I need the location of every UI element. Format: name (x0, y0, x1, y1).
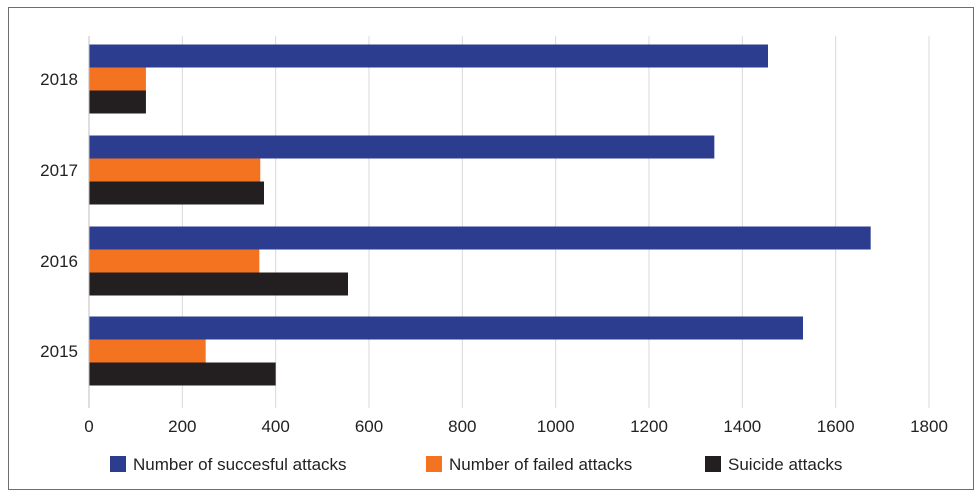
legend-label: Suicide attacks (728, 455, 842, 474)
legend-swatch (110, 456, 126, 472)
bar (89, 362, 276, 386)
x-tick-label: 1200 (630, 417, 668, 436)
bar (89, 90, 146, 114)
x-tick-label: 800 (448, 417, 476, 436)
legend-swatch (705, 456, 721, 472)
y-tick-label: 2016 (40, 252, 78, 271)
axes: 0 200 400 600 800 1000 1200 1400 1600 1800 2018 201… (40, 36, 948, 436)
bar (89, 249, 260, 273)
x-tick-label: 1800 (910, 417, 948, 436)
legend-label: Number of succesful attacks (133, 455, 347, 474)
bar (89, 44, 768, 68)
x-tick-label: 1600 (817, 417, 855, 436)
gridlines (181, 36, 930, 408)
y-tick-label: 2017 (40, 161, 78, 180)
x-tick-label: 0 (84, 417, 93, 436)
bar (89, 158, 261, 182)
y-tick-label: 2015 (40, 342, 78, 361)
bar (89, 339, 206, 363)
legend-label: Number of failed attacks (449, 455, 632, 474)
x-tick-label: 1400 (723, 417, 761, 436)
x-tick-label: 600 (355, 417, 383, 436)
bars (89, 44, 871, 386)
y-tick-label: 2018 (40, 70, 78, 89)
bar (89, 181, 264, 205)
bar (89, 226, 871, 250)
x-tick-label: 1000 (537, 417, 575, 436)
bar (89, 272, 348, 296)
legend-swatch (426, 456, 442, 472)
legend: Number of succesful attacks Number of fai… (110, 455, 842, 474)
x-tick-label: 400 (261, 417, 289, 436)
bar (89, 316, 803, 340)
bar (89, 135, 715, 159)
x-tick-label: 200 (168, 417, 196, 436)
bar (89, 67, 146, 91)
